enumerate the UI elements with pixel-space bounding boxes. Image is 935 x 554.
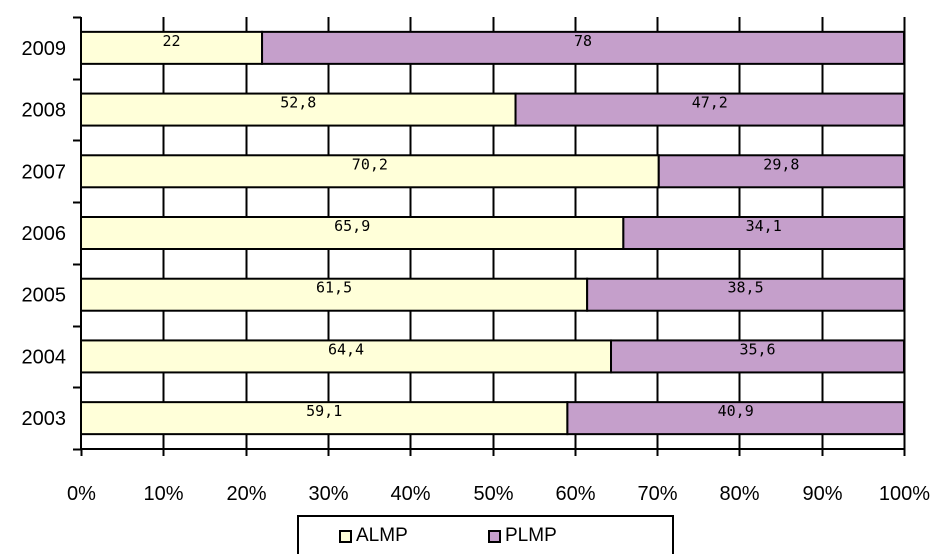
legend-swatch-plmp	[488, 529, 501, 543]
x-tick-label: 70%	[637, 483, 677, 505]
x-tick-label: 60%	[555, 483, 595, 505]
bar-plmp	[514, 92, 905, 127]
bar-plmp	[610, 339, 906, 374]
x-tick-label: 0%	[67, 483, 96, 505]
bar-plmp	[657, 154, 905, 189]
data-label-almp: 70,2	[352, 155, 388, 173]
data-label-almp: 59,1	[306, 402, 342, 420]
data-label-plmp: 78	[574, 32, 592, 50]
data-label-plmp: 29,8	[763, 155, 799, 173]
legend-label-almp: ALMP	[356, 525, 408, 546]
bar-plmp	[586, 277, 906, 312]
bar-plmp	[622, 216, 905, 250]
axes	[73, 16, 906, 456]
y-tick-label: 2009	[22, 38, 67, 60]
legend-item-plmp: PLMP	[488, 525, 557, 547]
data-label-almp: 64,4	[328, 340, 364, 358]
x-tick-label: 30%	[308, 483, 348, 505]
x-tick-label: 50%	[473, 483, 513, 505]
y-tick-label: 2006	[22, 223, 67, 245]
data-label-almp: 61,5	[316, 279, 352, 297]
bar-plmp	[261, 30, 905, 65]
y-tick-label: 2008	[22, 100, 67, 122]
x-tick-label: 100%	[879, 483, 930, 505]
data-label-plmp: 35,6	[739, 340, 775, 358]
legend-item-almp: ALMP	[339, 525, 408, 547]
bar-almp	[80, 277, 589, 312]
data-label-plmp: 38,5	[728, 279, 764, 297]
data-label-plmp: 47,2	[692, 94, 728, 112]
stacked-bar-chart: 0% 10% 20% 30% 40% 50% 60% 70% 80% 90% 100% 22 78 200…	[22, 16, 931, 505]
legend-label-plmp: PLMP	[505, 525, 557, 546]
bars	[80, 30, 906, 436]
bar-plmp	[566, 401, 905, 436]
y-tick-label: 2005	[22, 285, 67, 307]
data-label-plmp: 40,9	[718, 402, 754, 420]
x-tick-label: 90%	[802, 483, 842, 505]
y-tick-label: 2003	[22, 408, 67, 430]
bar-almp	[80, 339, 613, 374]
labels: 0% 10% 20% 30% 40% 50% 60% 70% 80% 90% 100% 22 78 200…	[22, 32, 931, 505]
x-tick-label: 40%	[390, 483, 430, 505]
data-label-plmp: 34,1	[746, 217, 782, 235]
legend-swatch-almp	[339, 529, 352, 543]
y-tick-label: 2004	[22, 346, 67, 368]
data-label-almp: 52,8	[280, 94, 316, 112]
bar-almp	[80, 216, 625, 250]
legend: ALMP PLMP	[297, 515, 674, 554]
y-tick-label: 2007	[22, 161, 67, 183]
x-tick-label: 10%	[143, 483, 183, 505]
data-label-almp: 22	[162, 32, 180, 50]
x-tick-label: 20%	[226, 483, 266, 505]
data-label-almp: 65,9	[334, 217, 370, 235]
x-tick-label: 80%	[719, 483, 759, 505]
